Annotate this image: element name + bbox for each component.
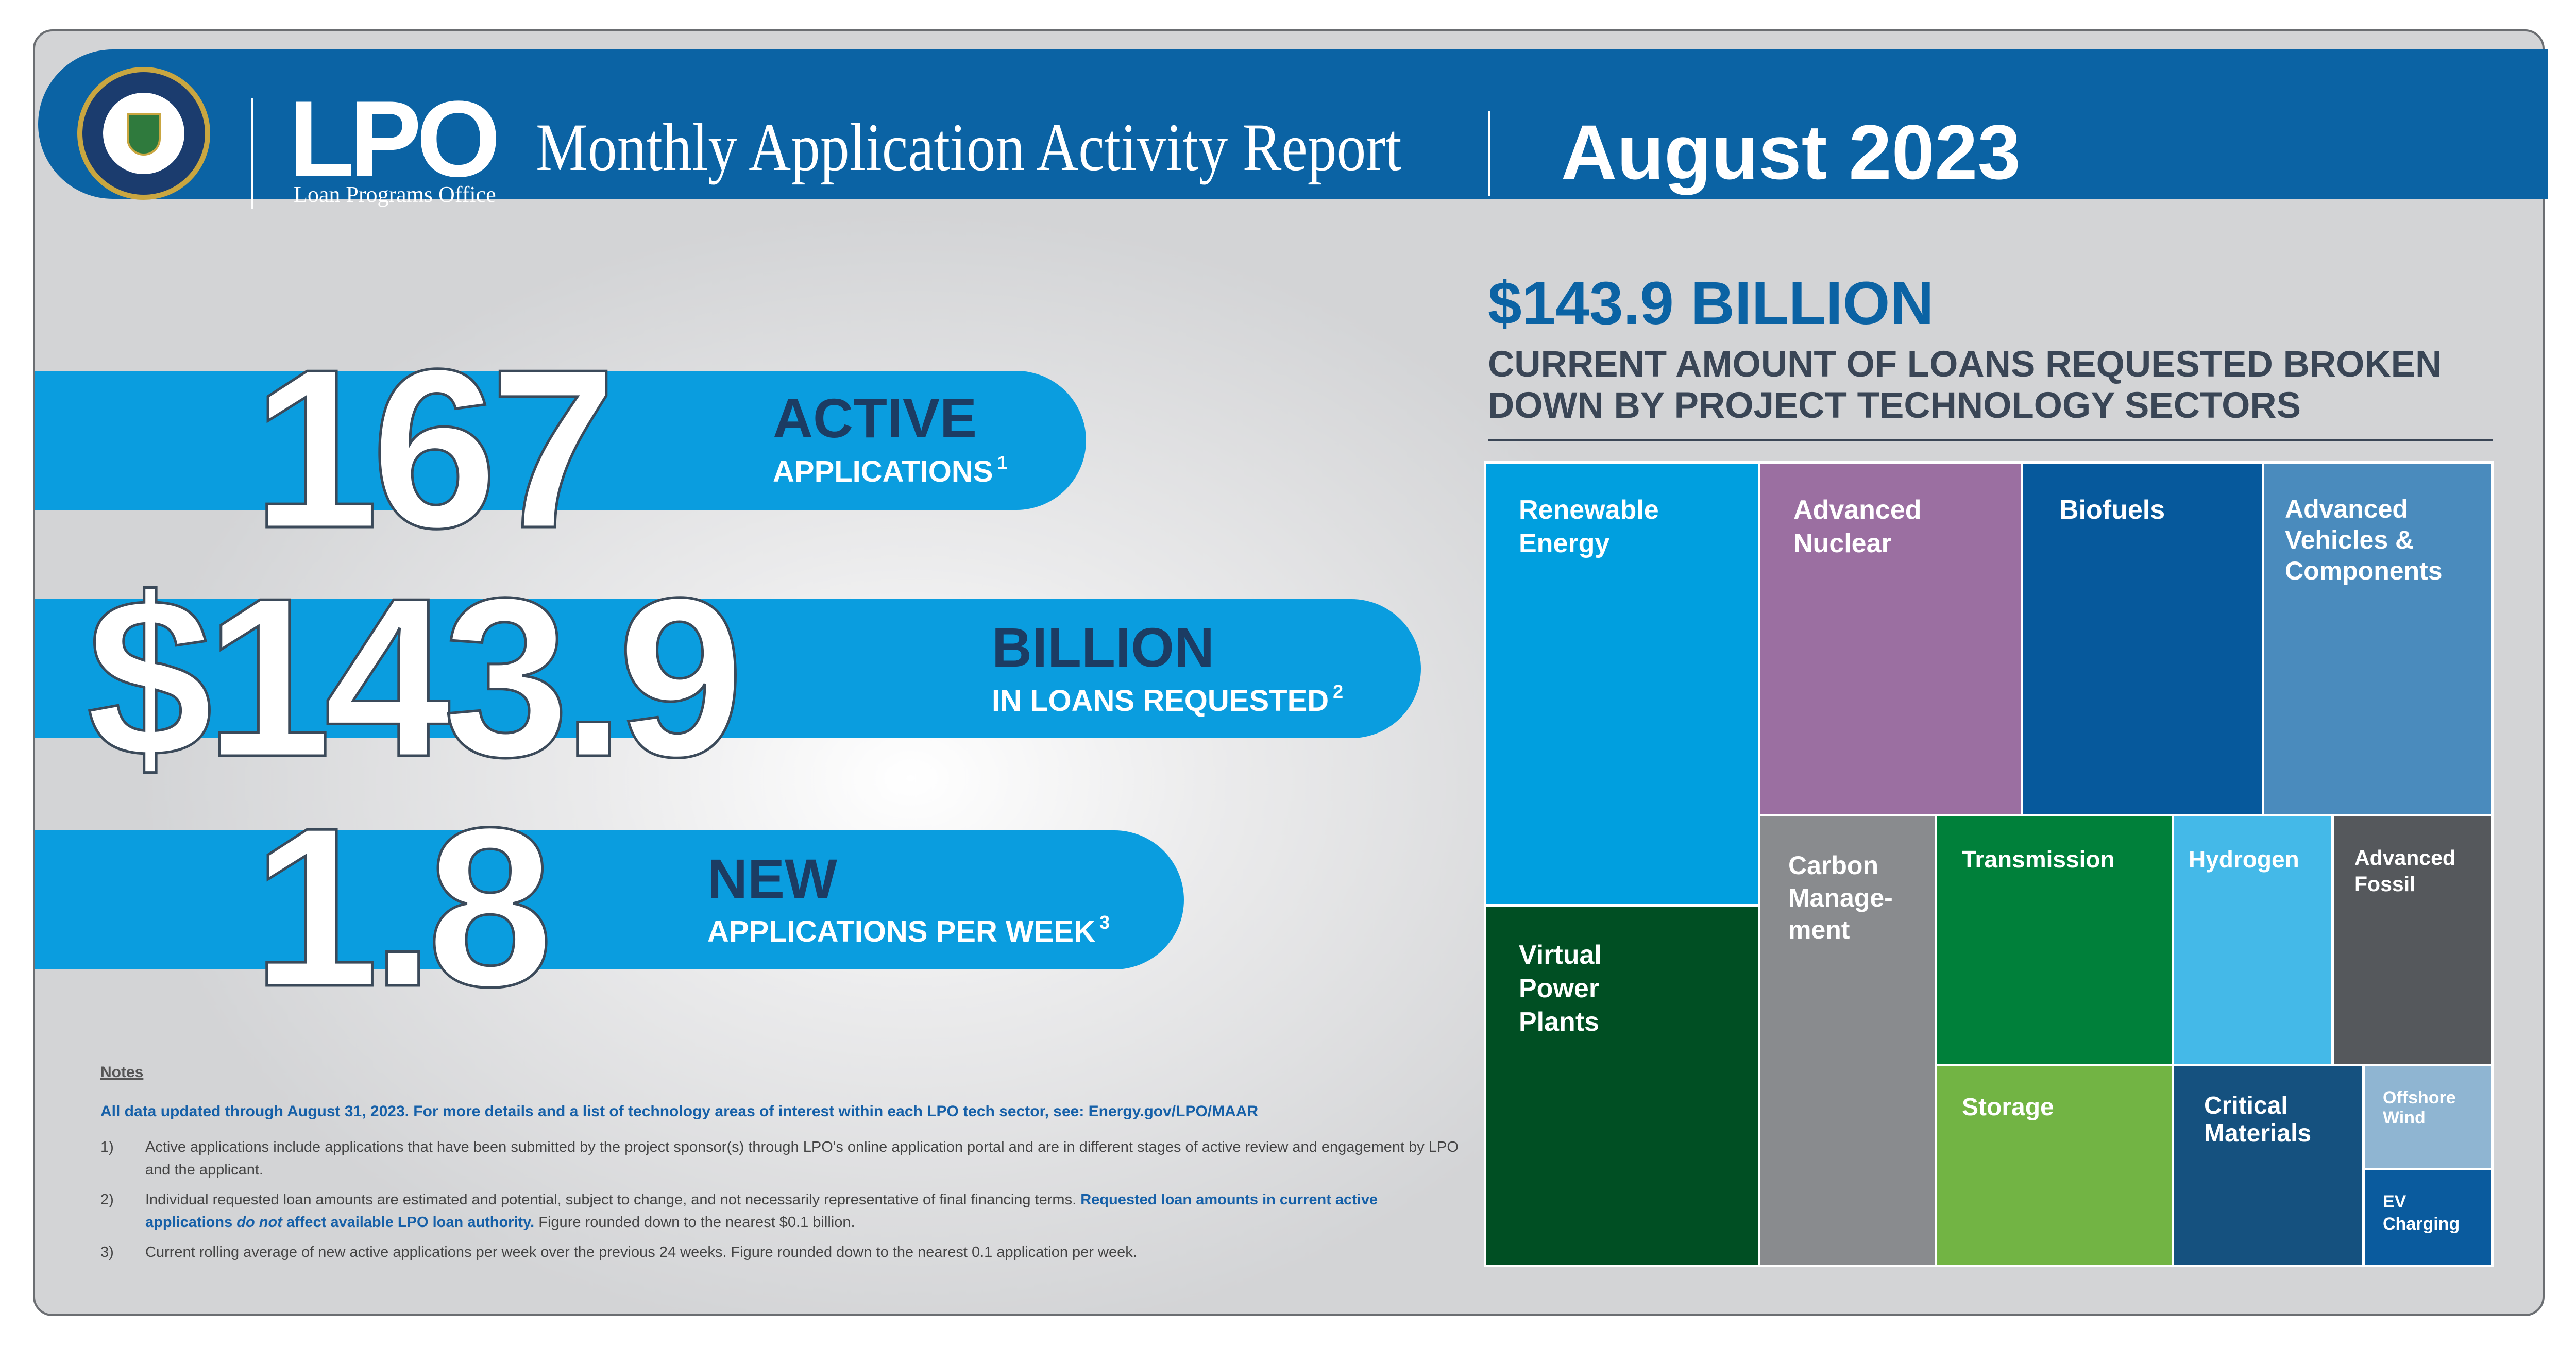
tile-biofuels: Biofuels [2023,464,2262,814]
tile-label: Biofuels [2059,495,2165,525]
stat-band-applications [35,371,1086,510]
tile-label: Carbon Manage-ment [1788,851,1893,944]
notes-section: Notes All data updated through August 31… [100,1064,1466,1264]
note-text-end: Figure rounded down to the nearest $0.1 … [534,1214,855,1231]
tile-hydrogen: Hydrogen [2174,816,2331,1064]
tile-advanced-vehicles: Advanced Vehicles & Components [2264,464,2491,814]
note-number: 3) [100,1244,114,1260]
note-item-1: 1) Active applications include applicati… [100,1136,1466,1181]
notes-lead-text: For more details and a list of technolog… [409,1103,1089,1120]
note-text: Current rolling average of new active ap… [145,1244,1137,1260]
header-divider [251,98,253,209]
tile-label: Critical Materials [2204,1092,2312,1147]
tile-label: Virtual Power Plants [1519,940,1602,1037]
footnote-ref-1: 1 [997,452,1008,473]
shield-icon [127,113,161,156]
sectors-description: CURRENT AMOUNT OF LOANS REQUESTED BROKEN… [1488,344,2442,426]
stat-subline-applications: APPLICATIONS 1 [773,452,1008,489]
note-item-3: 3) Current rolling average of new active… [100,1241,1466,1264]
notes-lead-date: All data updated through August 31, 2023… [100,1103,409,1120]
tile-label: EV Charging [2383,1192,2460,1234]
note-highlight-end: affect available LPO loan authority. [282,1214,535,1231]
tile-advanced-fossil: Advanced Fossil [2334,816,2491,1064]
footnote-ref-2: 2 [1333,681,1344,702]
header-divider-2 [1488,111,1490,196]
tile-label: Advanced Fossil [2354,846,2455,896]
note-item-2: 2) Individual requested loan amounts are… [100,1188,1466,1234]
stat-headline-loans: BILLION [992,616,1214,678]
tile-renewable-energy: Renewable Energy [1486,464,1758,904]
tile-virtual-power-plants: Virtual Power Plants [1486,907,1758,1265]
note-text: Active applications include applications… [145,1139,1459,1178]
stat-headline-applications: ACTIVE [773,387,977,449]
maar-link[interactable]: Energy.gov/LPO/MAAR [1088,1103,1259,1120]
tile-ev-charging: EV Charging [2365,1170,2491,1265]
report-title: Monthly Application Activity Report [536,109,1402,185]
stat-subline-loans: IN LOANS REQUESTED 2 [992,681,1344,718]
lpo-logo-subtitle: Loan Programs Office [294,182,496,207]
tile-label: Storage [1962,1094,2054,1121]
tile-label: Offshore Wind [2383,1088,2456,1128]
tile-label: Renewable Energy [1519,495,1659,558]
stat-value-loans: $143.9 [86,551,745,804]
stat-value-new-per-week: 1.8 [251,781,555,1034]
tile-label: Transmission [1962,846,2115,873]
lpo-logo: LPO [289,78,501,199]
doe-seal-logo [77,67,210,200]
tile-transmission: Transmission [1937,816,2172,1064]
tile-carbon-management: Carbon Manage-ment [1760,816,1935,1265]
stat-band-new-per-week [35,830,1184,969]
report-month: August 2023 [1561,109,2021,195]
stat-subline-new-per-week: APPLICATIONS PER WEEK 3 [707,912,1110,949]
stat-headline-new-per-week: NEW [707,847,837,910]
footnote-ref-3: 3 [1099,912,1110,933]
tile-critical-materials: Critical Materials [2174,1066,2362,1265]
note-highlight: Requested loan amounts in current active… [145,1191,1378,1231]
notes-lead: All data updated through August 31, 2023… [100,1103,1466,1120]
sector-treemap: Renewable Energy Virtual Power Plants Ad… [1484,461,2494,1267]
tile-label: Advanced Vehicles & Components [2285,495,2443,585]
note-number: 1) [100,1139,114,1155]
tile-advanced-nuclear: Advanced Nuclear [1760,464,2021,814]
stat-band-loans [35,599,1421,738]
tile-storage: Storage [1937,1066,2172,1265]
note-highlight-emphasis: do not [236,1214,282,1231]
notes-title: Notes [100,1064,144,1081]
tile-offshore-wind: Offshore Wind [2365,1066,2491,1168]
seal-emblem [100,90,188,177]
tile-label: Hydrogen [2189,846,2299,873]
sectors-heading-rule [1488,439,2493,441]
tile-label: Advanced Nuclear [1793,495,1922,558]
note-number: 2) [100,1191,114,1208]
stat-value-applications: 167 [251,322,617,575]
header-bar [38,49,2548,199]
sectors-total-amount: $143.9 BILLION [1488,269,1934,337]
note-text: Individual requested loan amounts are es… [145,1191,1081,1208]
